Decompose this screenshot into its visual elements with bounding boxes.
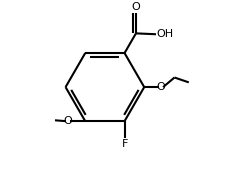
Text: O: O [156, 82, 165, 92]
Text: O: O [132, 2, 140, 12]
Text: F: F [122, 139, 128, 149]
Text: OH: OH [156, 29, 174, 39]
Text: O: O [64, 116, 72, 126]
